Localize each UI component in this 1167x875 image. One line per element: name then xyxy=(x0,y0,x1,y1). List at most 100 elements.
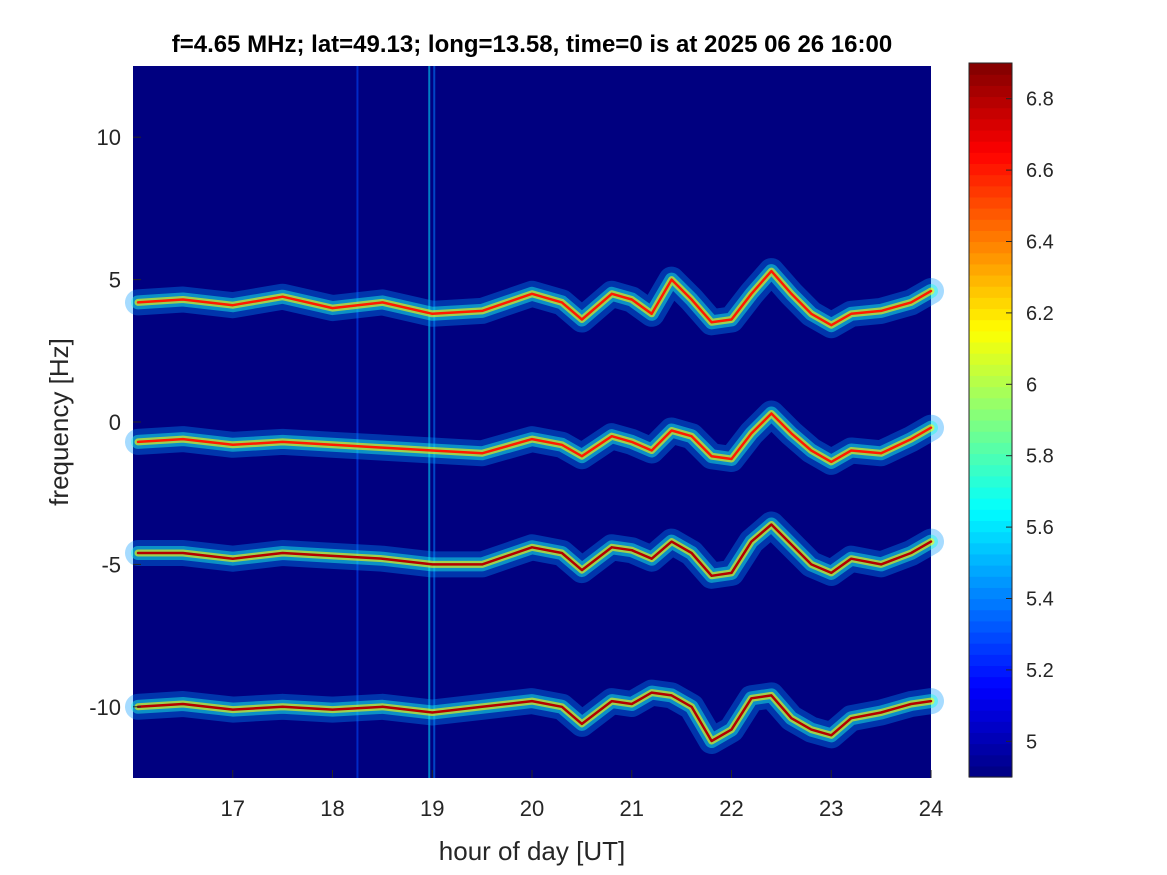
colorbar-level xyxy=(969,598,1012,611)
colorbar-level xyxy=(969,274,1012,287)
colorbar-level xyxy=(969,286,1012,298)
colorbar-level xyxy=(969,297,1012,310)
colorbar-level xyxy=(969,364,1012,376)
x-tick-label: 24 xyxy=(919,796,943,821)
chart-title: f=4.65 MHz; lat=49.13; long=13.58, time=… xyxy=(172,31,892,58)
y-tick-label: 5 xyxy=(109,268,121,293)
colorbar-level xyxy=(969,386,1012,399)
colorbar-tick-label: 6.6 xyxy=(1026,160,1054,182)
x-tick-label: 19 xyxy=(420,796,444,821)
colorbar-level xyxy=(969,765,1012,778)
x-tick-label: 23 xyxy=(819,796,843,821)
colorbar-level xyxy=(969,698,1012,711)
colorbar-level xyxy=(969,721,1012,733)
colorbar-level xyxy=(969,152,1012,165)
colorbar-level xyxy=(969,520,1012,533)
colorbar-gradient xyxy=(969,63,1012,778)
colorbar-level xyxy=(969,63,1012,75)
colorbar-level xyxy=(969,565,1012,577)
colorbar-level xyxy=(969,196,1012,209)
colorbar-level xyxy=(969,710,1012,722)
colorbar-level xyxy=(969,353,1012,365)
colorbar-level xyxy=(969,754,1012,767)
colorbar-level xyxy=(969,498,1012,510)
colorbar-level xyxy=(969,531,1012,544)
colorbar-level xyxy=(969,542,1012,555)
y-tick-label: -5 xyxy=(101,552,121,577)
spectrogram-panel xyxy=(125,66,944,778)
colorbar-level xyxy=(969,732,1012,745)
colorbar: 5 5.2 5.4 5.6 5.8 6 6.2 6.4 6.6 6.8 xyxy=(968,62,1054,778)
colorbar-level xyxy=(969,475,1012,488)
colorbar-level xyxy=(969,107,1012,120)
colorbar-level xyxy=(969,74,1012,86)
colorbar-level xyxy=(969,129,1012,142)
colorbar-ticks: 5 5.2 5.4 5.6 5.8 6 6.2 6.4 6.6 6.8 xyxy=(1006,89,1054,753)
colorbar-level xyxy=(969,219,1012,231)
x-tick-label: 22 xyxy=(719,796,743,821)
colorbar-level xyxy=(969,141,1012,153)
colorbar-level xyxy=(969,420,1012,432)
colorbar-level xyxy=(969,620,1012,633)
colorbar-level xyxy=(969,687,1012,700)
colorbar-level xyxy=(969,486,1012,499)
colorbar-level xyxy=(969,509,1012,522)
colorbar-tick-label: 6.4 xyxy=(1026,232,1054,254)
colorbar-level xyxy=(969,319,1012,332)
y-tick-label: 0 xyxy=(109,410,121,435)
y-axis-label: frequency [Hz] xyxy=(44,338,74,506)
colorbar-level xyxy=(969,654,1012,667)
colorbar-level xyxy=(969,174,1012,187)
colorbar-level xyxy=(969,163,1012,176)
colorbar-level xyxy=(969,208,1012,220)
colorbar-level xyxy=(969,341,1012,354)
x-axis-label: hour of day [UT] xyxy=(439,836,625,866)
colorbar-level xyxy=(969,397,1012,410)
doppler-traces xyxy=(125,258,944,754)
colorbar-tick-label: 5.2 xyxy=(1026,660,1054,682)
colorbar-level xyxy=(969,743,1012,756)
colorbar-level xyxy=(969,230,1012,243)
colorbar-level xyxy=(969,308,1012,321)
colorbar-level xyxy=(969,553,1012,566)
colorbar-tick-label: 6.8 xyxy=(1026,89,1054,111)
trace-2-core xyxy=(136,523,933,578)
vertical-streaks xyxy=(356,66,436,778)
colorbar-frame xyxy=(968,62,1013,778)
x-tick-label: 21 xyxy=(620,796,644,821)
colorbar-level xyxy=(969,252,1012,265)
colorbar-tick-label: 5.4 xyxy=(1026,589,1054,611)
spectrogram-background xyxy=(133,66,931,778)
colorbar-tick-label: 6.2 xyxy=(1026,303,1054,325)
colorbar-level xyxy=(969,631,1012,644)
colorbar-level xyxy=(969,263,1012,276)
colorbar-level xyxy=(969,676,1012,689)
colorbar-level xyxy=(969,643,1012,655)
colorbar-tick-label: 6 xyxy=(1026,374,1037,396)
x-axis-ticks: 17 18 19 20 21 22 23 24 xyxy=(221,770,943,821)
colorbar-level xyxy=(969,408,1012,421)
colorbar-level xyxy=(969,464,1012,477)
colorbar-level xyxy=(969,587,1012,600)
colorbar-tick-label: 5 xyxy=(1026,731,1037,753)
colorbar-level xyxy=(969,118,1012,131)
colorbar-tick-label: 5.6 xyxy=(1026,517,1054,539)
colorbar-level xyxy=(969,241,1012,254)
y-axis-ticks: -10 -5 0 5 10 xyxy=(89,125,141,720)
colorbar-level xyxy=(969,96,1012,109)
x-tick-label: 20 xyxy=(520,796,544,821)
y-tick-label: -10 xyxy=(89,695,121,720)
x-tick-label: 18 xyxy=(320,796,344,821)
colorbar-level xyxy=(969,85,1012,98)
colorbar-level xyxy=(969,431,1012,443)
colorbar-tick-label: 5.8 xyxy=(1026,446,1054,468)
colorbar-level xyxy=(969,576,1012,588)
trace-3-core xyxy=(136,691,933,743)
trace-0-core xyxy=(136,269,933,327)
colorbar-level xyxy=(969,665,1012,678)
colorbar-level xyxy=(969,330,1012,343)
colorbar-level xyxy=(969,185,1012,198)
colorbar-level xyxy=(969,609,1012,622)
colorbar-level xyxy=(969,442,1012,455)
